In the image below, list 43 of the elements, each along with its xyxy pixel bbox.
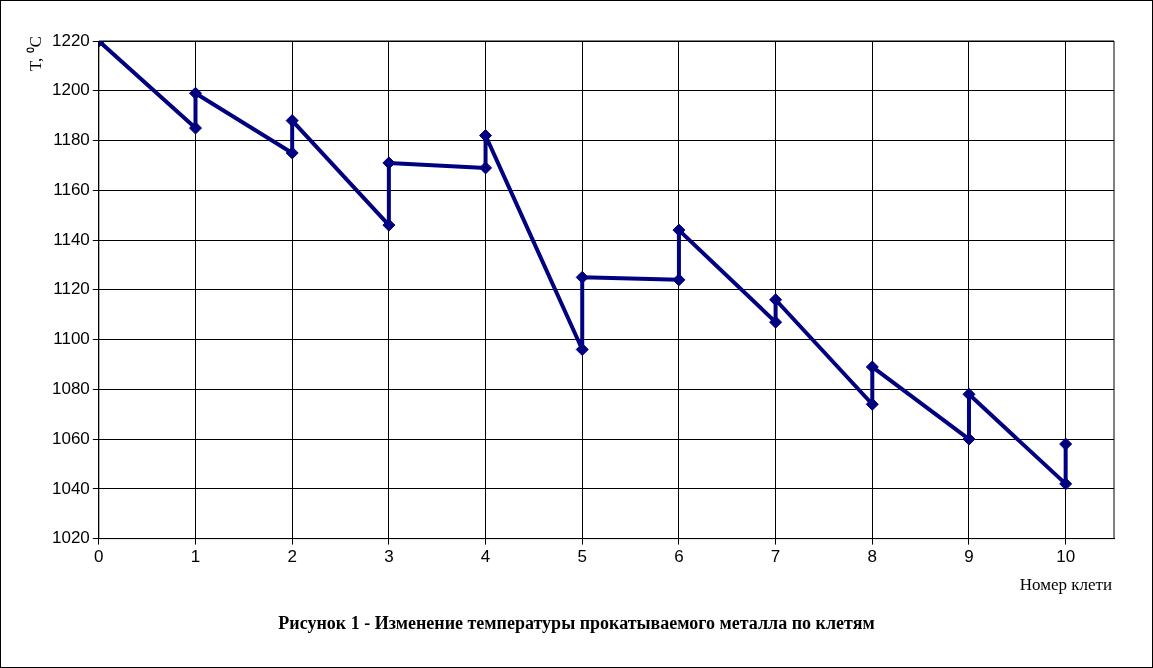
y-tick-label: 1080 [51, 379, 90, 399]
x-tick-label: 5 [577, 547, 587, 567]
point [769, 315, 783, 329]
point [575, 270, 589, 284]
x-axis-title: Номер клети [1019, 575, 1112, 595]
point [769, 293, 783, 307]
point [479, 161, 493, 175]
y-tick-label: 1020 [51, 528, 90, 548]
x-tick-label: 0 [94, 547, 104, 567]
point [189, 121, 202, 135]
point [285, 114, 299, 128]
x-tick-label: 2 [287, 547, 297, 567]
y-axis-title: T, ⁰C [25, 36, 46, 71]
y-tick-label: 1100 [53, 329, 90, 349]
point [865, 397, 879, 411]
x-tick-label: 8 [867, 547, 878, 567]
point [865, 360, 879, 374]
point [285, 146, 299, 160]
point [575, 343, 589, 357]
point [382, 156, 396, 170]
point [672, 223, 686, 237]
point [382, 218, 396, 232]
y-tick-label: 1220 [51, 30, 90, 50]
point [189, 86, 202, 100]
text: Рисунок 1 - Изменение температуры прокатываемого металла по клетям [277, 613, 876, 634]
point [962, 387, 976, 401]
x-tick-label: 4 [480, 547, 491, 567]
y-tick-label: 1160 [53, 179, 90, 199]
y-tick-label: 1140 [53, 229, 90, 249]
point [672, 273, 686, 287]
x-tick-label: 7 [770, 547, 781, 567]
point [1059, 477, 1073, 491]
y-tick-label: 1180 [53, 130, 90, 150]
point [1059, 437, 1073, 451]
y-tick-label: 1060 [51, 428, 90, 448]
x-tick-label: 10 [1056, 547, 1076, 567]
y-tick-label: 1120 [53, 279, 90, 299]
x-tick-label: 9 [964, 547, 974, 567]
x-tick-label: 3 [384, 547, 394, 567]
y-tick-label: 1200 [51, 80, 90, 100]
x-tick-label: 1 [190, 547, 201, 567]
y-tick-label: 1040 [51, 478, 90, 498]
x-tick-label: 6 [674, 547, 684, 567]
